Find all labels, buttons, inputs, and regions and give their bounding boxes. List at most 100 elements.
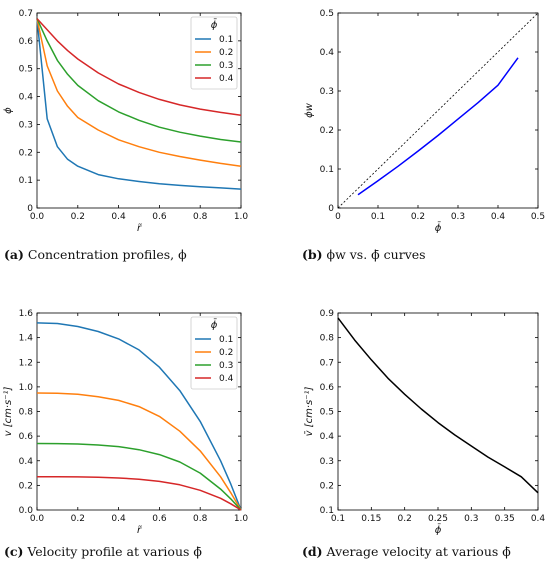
y-tick-label: 0.6 bbox=[19, 37, 34, 47]
y-tick-label: 0.5 bbox=[320, 408, 334, 418]
x-axis-label: r̃ bbox=[137, 222, 142, 234]
series-line-1 bbox=[357, 57, 519, 196]
plot-frame-d bbox=[337, 312, 539, 511]
y-tick-label: 0.9 bbox=[320, 309, 335, 319]
legend-box bbox=[190, 316, 238, 390]
x-tick-label: 1.0 bbox=[234, 514, 249, 524]
y-tick-label: 1.2 bbox=[19, 358, 33, 368]
chart-d: 0.1 0.15 0.2 0.25 0.3 0.35 0.4 0.1 0.2 0.3 0.4 0.5 0… bbox=[304, 309, 545, 536]
series-line-0.1 bbox=[36, 322, 242, 511]
x-tick-label: 0.3 bbox=[464, 514, 478, 524]
y-tick-label: 0.6 bbox=[320, 383, 335, 393]
x-tick-label: 0.5 bbox=[531, 212, 545, 222]
y-tick-label: 1.6 bbox=[19, 309, 34, 319]
legend-entry: 0.4 bbox=[219, 74, 234, 84]
y-tick-label: 0.4 bbox=[19, 93, 34, 103]
plot-frame-a bbox=[36, 12, 242, 209]
legend-entry: 0.3 bbox=[219, 361, 233, 371]
series-line-0.3 bbox=[36, 442, 242, 511]
y-tick-label: 0.0 bbox=[19, 506, 34, 516]
plot-frame-b bbox=[337, 12, 539, 209]
x-axis-label: ϕ̄ bbox=[435, 523, 442, 536]
y-tick-label: 0.4 bbox=[19, 457, 34, 467]
y-tick-label: 0.1 bbox=[320, 165, 334, 175]
x-axis-label: r̃ bbox=[137, 524, 142, 536]
x-tick-label: 0.4 bbox=[491, 212, 506, 222]
y-tick-label: 0.7 bbox=[19, 9, 33, 19]
y-tick-label: 0.2 bbox=[19, 148, 33, 158]
chart-c: 0.0 0.2 0.4 0.6 0.8 1.0 0.0 0.2 0.4 0.6 0.8 1.0 1.2 1… bbox=[3, 309, 248, 536]
series-line-0 bbox=[337, 12, 539, 209]
x-tick-label: 0.2 bbox=[71, 212, 85, 222]
x-tick-label: 0.2 bbox=[398, 514, 412, 524]
y-tick-label: 0.5 bbox=[19, 65, 33, 75]
legend-box bbox=[190, 16, 238, 90]
x-tick-label: 0.8 bbox=[193, 514, 208, 524]
caption-d: (d) Average velocity at various ϕ̄ bbox=[302, 544, 511, 559]
legend-entry: 0.4 bbox=[219, 374, 234, 384]
y-axis-label: ϕ bbox=[3, 107, 14, 114]
caption-a: (a) Concentration profiles, ϕ bbox=[4, 247, 187, 262]
y-tick-label: 0.2 bbox=[320, 126, 334, 136]
legend-entry: 0.1 bbox=[219, 335, 233, 345]
caption-b: (b) ϕw vs. ϕ̄ curves bbox=[302, 247, 426, 262]
y-tick-label: 1.4 bbox=[19, 334, 34, 344]
y-axis-label: v̄ [cm·s⁻¹] bbox=[304, 387, 315, 437]
x-tick-label: 0.2 bbox=[71, 514, 85, 524]
x-tick-label: 0.6 bbox=[152, 514, 167, 524]
x-tick-label: 0.2 bbox=[411, 212, 425, 222]
y-axis-label: ϕw bbox=[304, 102, 315, 118]
x-tick-label: 0.3 bbox=[451, 212, 465, 222]
series-line-0.4 bbox=[37, 476, 242, 511]
y-tick-label: 0.4 bbox=[320, 432, 335, 442]
y-tick-label: 0.7 bbox=[320, 358, 334, 368]
y-tick-label: 0.2 bbox=[320, 481, 334, 491]
x-tick-label: 0.15 bbox=[361, 514, 381, 524]
y-tick-label: 1.0 bbox=[19, 383, 34, 393]
y-tick-label: 0.5 bbox=[320, 9, 334, 19]
series-line-0.3 bbox=[36, 18, 242, 143]
y-tick-label: 0.4 bbox=[320, 48, 335, 58]
legend-title: ϕ̄ bbox=[211, 318, 218, 331]
x-axis-label: ϕ̄ bbox=[435, 221, 442, 234]
x-tick-label: 0.1 bbox=[331, 514, 345, 524]
y-tick-label: 0.1 bbox=[19, 176, 33, 186]
y-axis-label: v [cm·s⁻¹] bbox=[3, 387, 14, 437]
y-tick-label: 0.1 bbox=[320, 506, 334, 516]
series-line-0.4 bbox=[36, 18, 242, 116]
legend-entry: 0.3 bbox=[219, 61, 233, 71]
y-tick-label: 0.6 bbox=[19, 432, 34, 442]
y-tick-label: 0.3 bbox=[19, 120, 33, 130]
x-tick-label: 0.0 bbox=[30, 514, 45, 524]
x-tick-label: 0.4 bbox=[531, 514, 546, 524]
series-line-0.2 bbox=[36, 18, 242, 167]
legend-title: ϕ̄ bbox=[211, 18, 218, 31]
y-tick-label: 0 bbox=[328, 204, 334, 214]
y-tick-label: 0.8 bbox=[320, 334, 335, 344]
x-tick-label: 0 bbox=[335, 212, 341, 222]
y-tick-label: 0.3 bbox=[320, 457, 334, 467]
series-line-0.2 bbox=[36, 392, 242, 511]
x-tick-label: 0.1 bbox=[371, 212, 385, 222]
legend-entry: 0.2 bbox=[219, 48, 233, 58]
chart-b: 0 0.1 0.2 0.3 0.4 0.5 0 0.1 0.2 0.3 0.4 0.5 ϕ̄ ϕw bbox=[304, 9, 545, 234]
series-line-0.1 bbox=[36, 18, 242, 190]
x-tick-label: 0.6 bbox=[152, 212, 167, 222]
legend-entry: 0.2 bbox=[219, 348, 233, 358]
x-tick-label: 0.0 bbox=[30, 212, 45, 222]
series-line-0 bbox=[337, 317, 539, 494]
x-tick-label: 0.35 bbox=[495, 514, 515, 524]
x-tick-label: 0.4 bbox=[111, 212, 126, 222]
x-tick-label: 0.4 bbox=[111, 514, 126, 524]
x-tick-label: 0.8 bbox=[193, 212, 208, 222]
x-tick-label: 0.25 bbox=[428, 514, 448, 524]
y-tick-label: 0.8 bbox=[19, 408, 34, 418]
chart-a: 0.0 0.2 0.4 0.6 0.8 1.0 0 0.1 0.2 0.3 0.4 0.5 0.6 0.7… bbox=[3, 9, 248, 234]
y-tick-label: 0 bbox=[27, 204, 33, 214]
caption-c: (c) Velocity profile at various ϕ̄ bbox=[4, 544, 202, 559]
x-tick-label: 1.0 bbox=[234, 212, 249, 222]
legend-entry: 0.1 bbox=[219, 35, 233, 45]
y-tick-label: 0.3 bbox=[320, 87, 334, 97]
y-tick-label: 0.2 bbox=[19, 481, 33, 491]
